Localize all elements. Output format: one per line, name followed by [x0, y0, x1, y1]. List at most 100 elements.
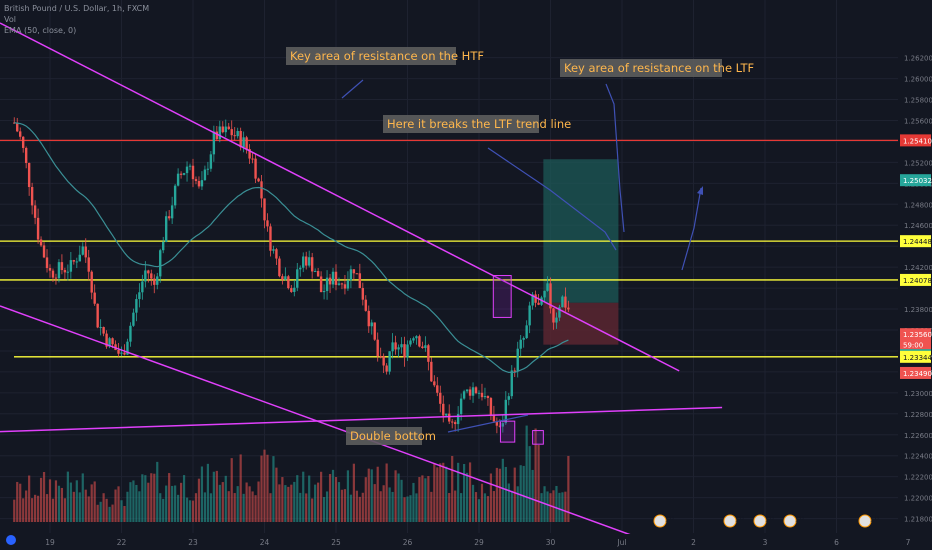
candle[interactable]	[436, 385, 439, 393]
price-label-tag[interactable]	[900, 174, 931, 187]
candle[interactable]	[418, 336, 421, 347]
candle[interactable]	[379, 356, 382, 358]
candle[interactable]	[516, 348, 519, 371]
candle[interactable]	[456, 414, 460, 425]
candle[interactable]	[126, 341, 129, 355]
candle[interactable]	[412, 338, 415, 341]
candle[interactable]	[72, 260, 76, 262]
candle[interactable]	[302, 256, 305, 268]
candle[interactable]	[462, 391, 466, 399]
price-label-tag[interactable]	[900, 134, 931, 147]
candle[interactable]	[75, 261, 79, 263]
stop-zone[interactable]	[543, 302, 619, 345]
annotation-box[interactable]	[383, 115, 539, 133]
candle[interactable]	[90, 271, 93, 293]
candle[interactable]	[51, 270, 55, 278]
annotation-text[interactable]: Double bottom	[350, 429, 436, 443]
candle[interactable]	[361, 288, 365, 300]
candle[interactable]	[176, 173, 180, 186]
candle[interactable]	[316, 271, 320, 277]
candle[interactable]	[206, 168, 210, 170]
position-zones[interactable]	[543, 159, 619, 345]
candle[interactable]	[48, 268, 52, 271]
candle[interactable]	[141, 281, 144, 293]
candle[interactable]	[400, 344, 403, 348]
candle[interactable]	[138, 292, 141, 300]
event-marker-icon[interactable]	[858, 514, 872, 528]
candle[interactable]	[242, 137, 245, 148]
candle[interactable]	[567, 307, 570, 310]
candle[interactable]	[57, 262, 61, 279]
candle[interactable]	[87, 257, 90, 272]
candle[interactable]	[492, 414, 496, 422]
candle[interactable]	[513, 370, 516, 372]
candle[interactable]	[275, 249, 278, 259]
candle[interactable]	[263, 198, 266, 221]
candle[interactable]	[30, 187, 34, 206]
candle[interactable]	[153, 278, 156, 285]
candle[interactable]	[474, 387, 478, 394]
price-label-tag[interactable]	[900, 350, 931, 363]
candle[interactable]	[394, 342, 397, 350]
candle[interactable]	[99, 327, 102, 329]
candle[interactable]	[415, 336, 418, 339]
candle[interactable]	[430, 361, 433, 382]
candle[interactable]	[364, 299, 367, 311]
candle[interactable]	[525, 325, 528, 339]
candle[interactable]	[531, 294, 534, 306]
price-axis[interactable]: 1.26200 1.26000 1.25800 1.25600 1.25200 1.250…	[899, 0, 932, 550]
candle[interactable]	[397, 347, 400, 350]
candle[interactable]	[483, 396, 487, 398]
legend-symbol[interactable]: British Pound / U.S. Dollar, 1h, FXCM	[4, 4, 150, 13]
logo-icon[interactable]	[6, 535, 16, 545]
candle[interactable]	[257, 178, 260, 182]
candle[interactable]	[555, 317, 558, 323]
candle[interactable]	[209, 154, 213, 169]
annotations[interactable]: Key area of resistance on the HTF Key are…	[286, 47, 754, 445]
candle[interactable]	[331, 271, 335, 285]
candle[interactable]	[519, 339, 522, 349]
candle[interactable]	[471, 387, 475, 396]
highlight-box[interactable]	[532, 430, 544, 445]
annotation-box[interactable]	[346, 427, 422, 445]
candle[interactable]	[305, 256, 308, 266]
candle[interactable]	[352, 269, 356, 274]
price-label-tag[interactable]	[900, 338, 931, 351]
candle[interactable]	[224, 126, 227, 133]
candle[interactable]	[266, 220, 269, 227]
candle[interactable]	[132, 312, 135, 326]
candle[interactable]	[564, 296, 567, 308]
candle[interactable]	[278, 258, 281, 277]
price-label-tag[interactable]	[900, 366, 931, 379]
candle[interactable]	[495, 421, 499, 426]
candle[interactable]	[248, 149, 251, 159]
candle[interactable]	[328, 277, 332, 285]
candle[interactable]	[448, 413, 451, 422]
candle[interactable]	[111, 338, 114, 345]
candle[interactable]	[549, 283, 552, 309]
candle[interactable]	[340, 283, 344, 285]
candle[interactable]	[543, 290, 546, 298]
candle[interactable]	[319, 276, 323, 293]
candle[interactable]	[33, 205, 37, 218]
candle[interactable]	[367, 310, 370, 327]
candle[interactable]	[66, 271, 70, 273]
highlight-box[interactable]	[499, 420, 516, 443]
candle[interactable]	[480, 392, 484, 398]
candle[interactable]	[123, 352, 126, 355]
candle[interactable]	[501, 423, 505, 427]
candle[interactable]	[510, 370, 513, 397]
annotation-text[interactable]: Key area of resistance on the LTF	[564, 61, 754, 75]
candle[interactable]	[167, 216, 171, 219]
event-marker-icon[interactable]	[653, 514, 667, 528]
annotation-text[interactable]: Key area of resistance on the HTF	[290, 49, 484, 63]
candle[interactable]	[406, 344, 409, 358]
candle[interactable]	[245, 137, 248, 150]
candle[interactable]	[391, 342, 394, 352]
candles[interactable]	[13, 117, 570, 434]
candle[interactable]	[16, 122, 19, 132]
candle[interactable]	[129, 325, 132, 342]
candle[interactable]	[427, 345, 430, 362]
event-marker-icon[interactable]	[753, 514, 767, 528]
